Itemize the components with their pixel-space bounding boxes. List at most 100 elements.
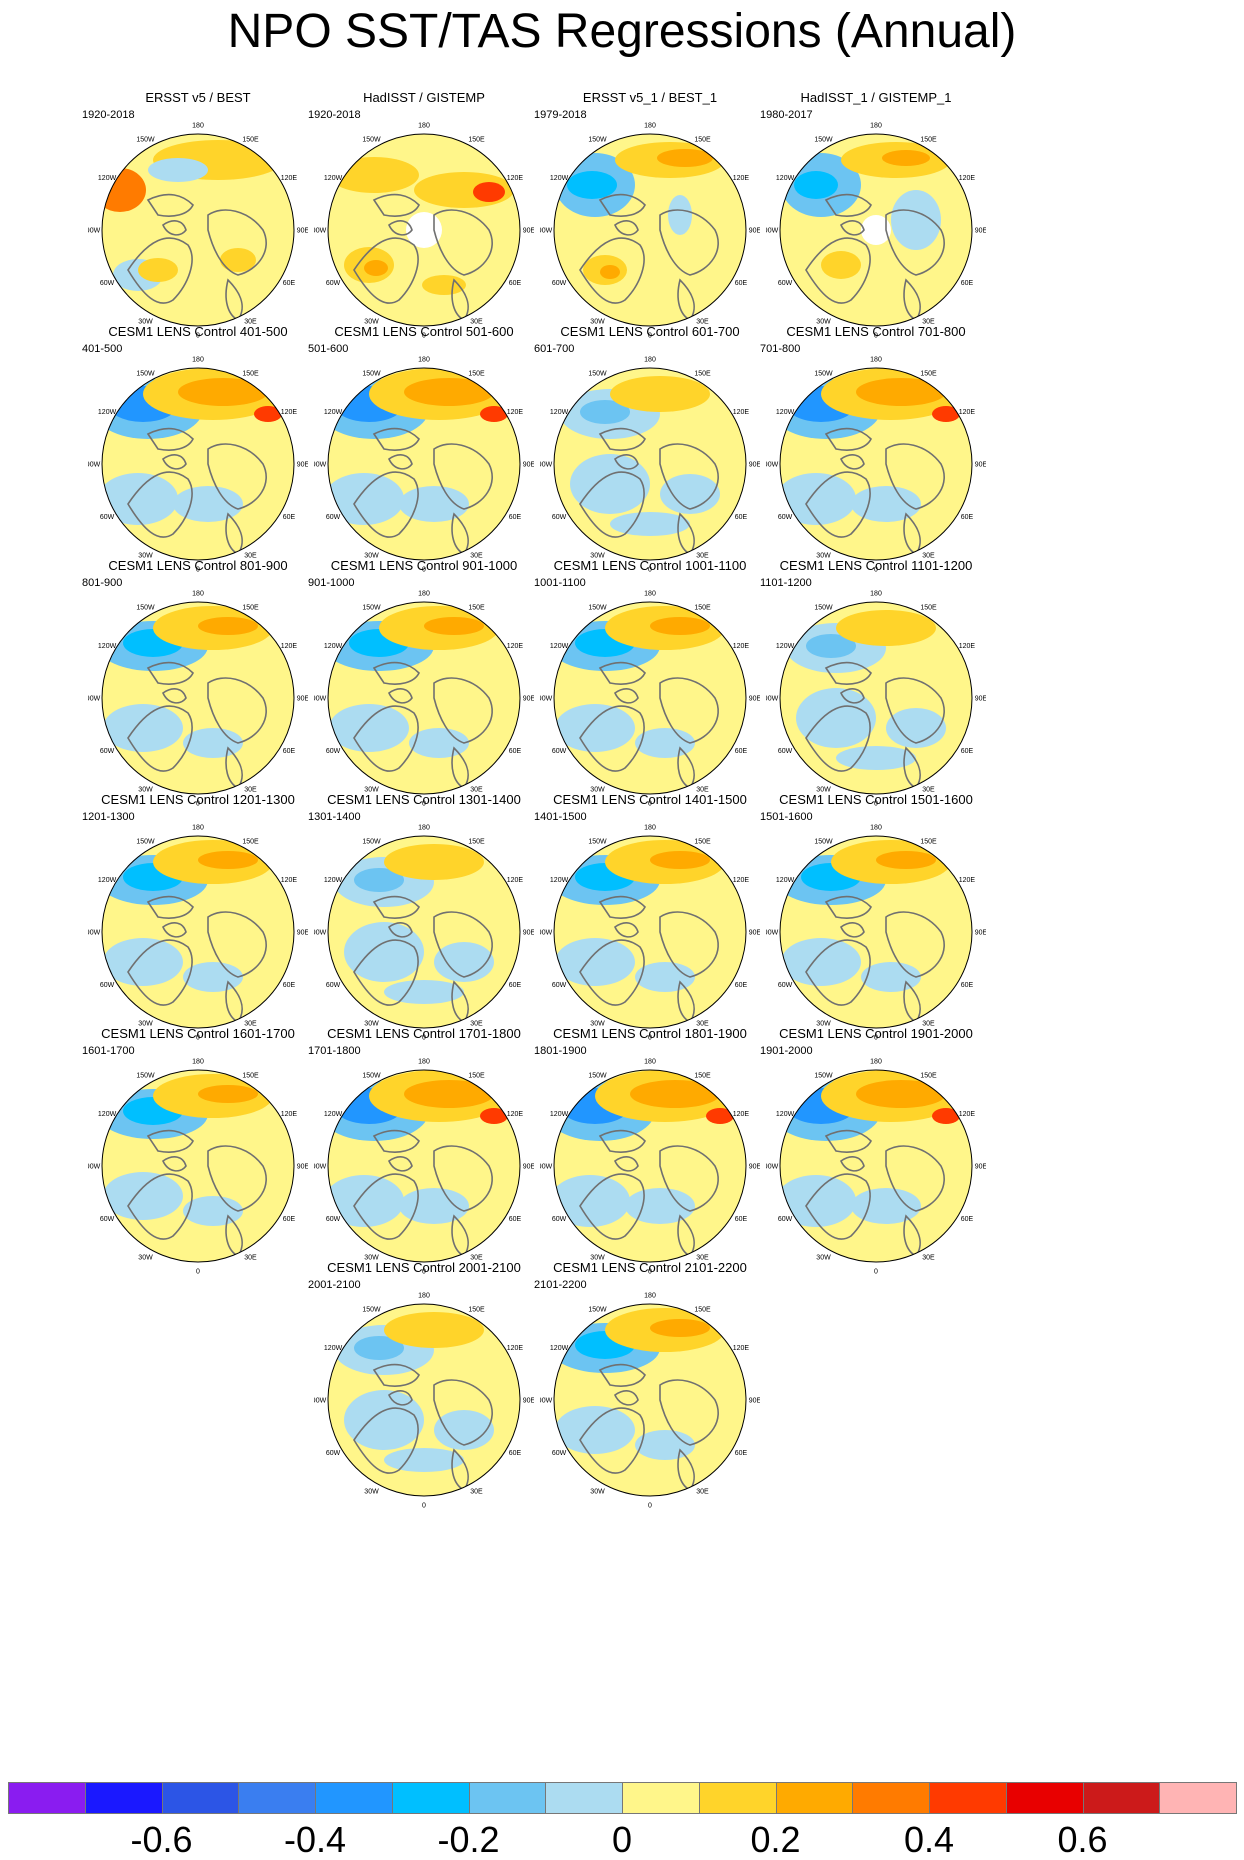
longitude-label: 120E [507,643,524,650]
map-panel: CESM1 LENS Control 1401-1500 1401-1500 180… [518,792,782,1064]
longitude-label: 30E [244,1254,257,1261]
longitude-label: 30E [696,786,709,793]
panel-period: 1301-1400 [308,811,361,823]
longitude-label: 0 [196,801,200,808]
longitude-label: 30W [590,1254,605,1261]
coastline [598,661,646,685]
longitude-label: 30W [816,318,831,325]
longitude-label: 150W [136,371,155,378]
coastline [161,220,187,236]
longitude-label: 60E [735,982,748,989]
longitude-label: 180 [870,357,882,364]
anomaly-region [404,1080,494,1108]
longitude-label: 150E [468,137,485,144]
longitude-label: 60E [735,1216,748,1223]
colorbar-box [84,1782,163,1814]
panel-period: 401-500 [82,343,123,355]
longitude-label: 120E [733,877,750,884]
longitude-label: 180 [870,591,882,598]
anomaly-region [103,704,183,752]
longitude-label: 90W [314,228,327,235]
coastline [659,209,719,276]
polar-map: 180 150E 120E 90E 60E 30E 0 30W 60W 90W 120W 150W [314,591,534,808]
longitude-label: 90W [314,1398,327,1405]
longitude-label: 120E [281,877,298,884]
polar-map: 180 150E 120E 90E 60E 30E 0 30W 60W 90W 120W 150W [540,591,760,808]
coastline [127,471,193,538]
longitude-label: 90E [523,696,534,703]
coastline [387,220,413,236]
longitude-label: 90E [975,930,986,937]
longitude-label: 30W [364,786,379,793]
longitude-label: 150E [242,605,259,612]
panel-title: CESM1 LENS Control 901-1000 [330,558,518,573]
coastline [613,1156,639,1172]
longitude-label: 120W [776,1111,795,1118]
coastline [372,427,420,451]
longitude-label: 150W [814,371,833,378]
longitude-label: 90E [523,228,534,235]
longitude-label: 120E [507,877,524,884]
panel-period: 1001-1100 [534,577,586,589]
anomaly-region [102,473,178,525]
colorbar-label: 0 [611,1819,633,1860]
longitude-label: 150W [362,1307,381,1314]
longitude-label: 60E [961,514,974,521]
anomaly-region [600,265,620,279]
panel-title: CESM1 LENS Control 1201-1300 [101,792,295,807]
panel-period: 901-1000 [308,577,355,589]
anomaly-region [354,1336,404,1360]
longitude-label: 60E [283,748,296,755]
colorbar-box [929,1782,1007,1814]
longitude-label: 120W [776,877,795,884]
anomaly-region [567,171,617,199]
anomaly-region [780,1175,856,1227]
anomaly-region [886,708,946,748]
anomaly-region [668,195,692,235]
panel-title: CESM1 LENS Control 1501-1600 [779,792,973,807]
panel-period: 1501-1600 [760,811,813,823]
panel-period: 1601-1700 [82,1045,135,1057]
panel-title: CESM1 LENS Control 1401-1500 [553,792,747,807]
longitude-label: 150W [814,137,833,144]
longitude-label: 0 [874,333,878,340]
longitude-label: 60W [778,1216,793,1223]
longitude-label: 60E [509,748,522,755]
longitude-label: 90W [766,228,779,235]
map-boundary [101,1069,295,1263]
longitude-label: 150W [588,1073,607,1080]
coastline [598,1363,646,1387]
anomaly-region [434,1410,494,1450]
polar-map: 180 150E 120E 90E 60E 30E 0 30W 60W 90W 120W 150W [766,591,986,808]
longitude-label: 120W [550,1345,569,1352]
colorbar-box [1082,1782,1161,1814]
longitude-label: 0 [648,801,652,808]
longitude-label: 0 [648,333,652,340]
longitude-label: 30E [696,1020,709,1027]
anomaly-region [932,406,960,422]
panel-period: 2101-2200 [534,1279,587,1291]
longitude-label: 90W [766,1164,779,1171]
longitude-label: 60W [552,1450,567,1457]
map-boundary [101,133,295,327]
longitude-label: 30E [244,1020,257,1027]
anomaly-region [836,610,936,646]
longitude-label: 90W [88,696,101,703]
map-panel: CESM1 LENS Control 801-900 801-900 180 150E… [66,558,330,830]
longitude-label: 0 [648,1035,652,1042]
longitude-label: 150E [242,839,259,846]
longitude-label: 120W [98,1111,117,1118]
anomaly-region [480,406,508,422]
longitude-label: 120W [324,175,343,182]
anomaly-region [329,157,419,193]
coastline [353,1407,419,1474]
coastline [372,661,420,685]
longitude-label: 150E [694,839,711,846]
longitude-label: 60W [552,514,567,521]
longitude-label: 90E [749,1164,760,1171]
map-panel: CESM1 LENS Control 1101-1200 1101-1200 180… [744,558,1008,830]
coastline [839,220,865,236]
longitude-label: 0 [422,567,426,574]
polar-map: 180 150E 120E 90E 60E 30E 0 30W 60W 90W 120W 150W [88,591,308,808]
longitude-label: 120W [324,1111,343,1118]
